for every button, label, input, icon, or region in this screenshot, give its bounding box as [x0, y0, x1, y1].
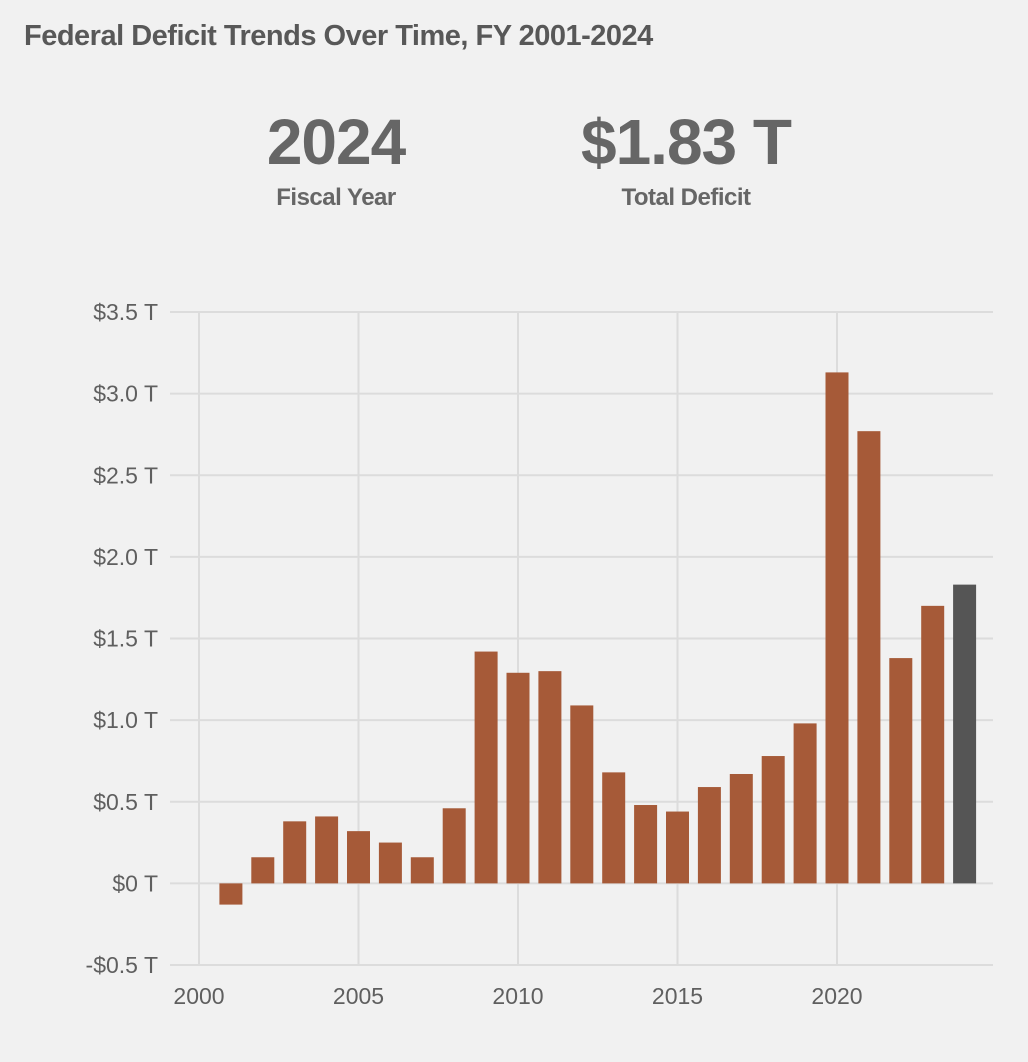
bar-2020[interactable]: [825, 372, 849, 884]
bar-2003[interactable]: [283, 821, 307, 884]
bar-2015[interactable]: [666, 811, 689, 884]
bars: [219, 372, 977, 905]
y-axis-ticks: -$0.5 T $0 T $0.5 T $1.0 T $1.5 T $2.0 T $2.5 …: [86, 299, 158, 978]
x-tick-label: 2020: [811, 983, 862, 1009]
chart-title: Federal Deficit Trends Over Time, FY 200…: [24, 20, 653, 52]
bar-2009[interactable]: [474, 651, 498, 884]
bar-2011[interactable]: [538, 671, 562, 884]
kpi-total-deficit: $1.83 T Total Deficit: [546, 104, 826, 212]
bar-2006[interactable]: [378, 842, 402, 884]
x-tick-label: 2010: [492, 983, 543, 1009]
bar-2023[interactable]: [921, 605, 945, 884]
y-tick-label: $1.0 T: [93, 707, 158, 733]
bar-2021[interactable]: [857, 431, 881, 884]
bar-2022[interactable]: [889, 658, 913, 884]
kpi-year-label: Fiscal Year: [276, 184, 396, 211]
y-tick-label: $1.5 T: [93, 626, 158, 652]
x-tick-label: 2005: [333, 983, 384, 1009]
x-axis-ticks: 2000 2005 2010 2015 2020: [173, 983, 862, 1009]
y-tick-label: -$0.5 T: [86, 952, 158, 978]
y-tick-label: $3.5 T: [93, 299, 158, 325]
x-tick-label: 2015: [652, 983, 703, 1009]
kpi-year-value: 2024: [266, 106, 406, 178]
kpi-deficit-value: $1.83 T: [580, 106, 792, 178]
bar-2016[interactable]: [697, 787, 721, 884]
bar-2013[interactable]: [602, 772, 626, 884]
bar-2008[interactable]: [442, 808, 466, 884]
bar-2004[interactable]: [315, 816, 339, 884]
y-tick-label: $0.5 T: [93, 789, 158, 815]
bar-2007[interactable]: [410, 857, 434, 884]
kpi-deficit-label: Total Deficit: [621, 184, 751, 211]
bar-2014[interactable]: [634, 805, 658, 884]
y-tick-label: $0 T: [112, 870, 158, 896]
bar-2019[interactable]: [793, 723, 817, 884]
bar-2024[interactable]: [953, 584, 977, 884]
bar-2012[interactable]: [570, 705, 594, 884]
bar-2001[interactable]: [219, 883, 243, 905]
y-tick-label: $2.5 T: [93, 462, 158, 488]
x-tick-label: 2000: [173, 983, 224, 1009]
bar-2005[interactable]: [347, 831, 370, 884]
kpi-fiscal-year: 2024 Fiscal Year: [236, 104, 436, 212]
bar-2010[interactable]: [506, 672, 530, 884]
bar-2018[interactable]: [761, 756, 785, 884]
bar-2002[interactable]: [251, 857, 275, 884]
bar-2017[interactable]: [729, 773, 753, 884]
y-tick-label: $2.0 T: [93, 544, 158, 570]
y-tick-label: $3.0 T: [93, 381, 158, 407]
